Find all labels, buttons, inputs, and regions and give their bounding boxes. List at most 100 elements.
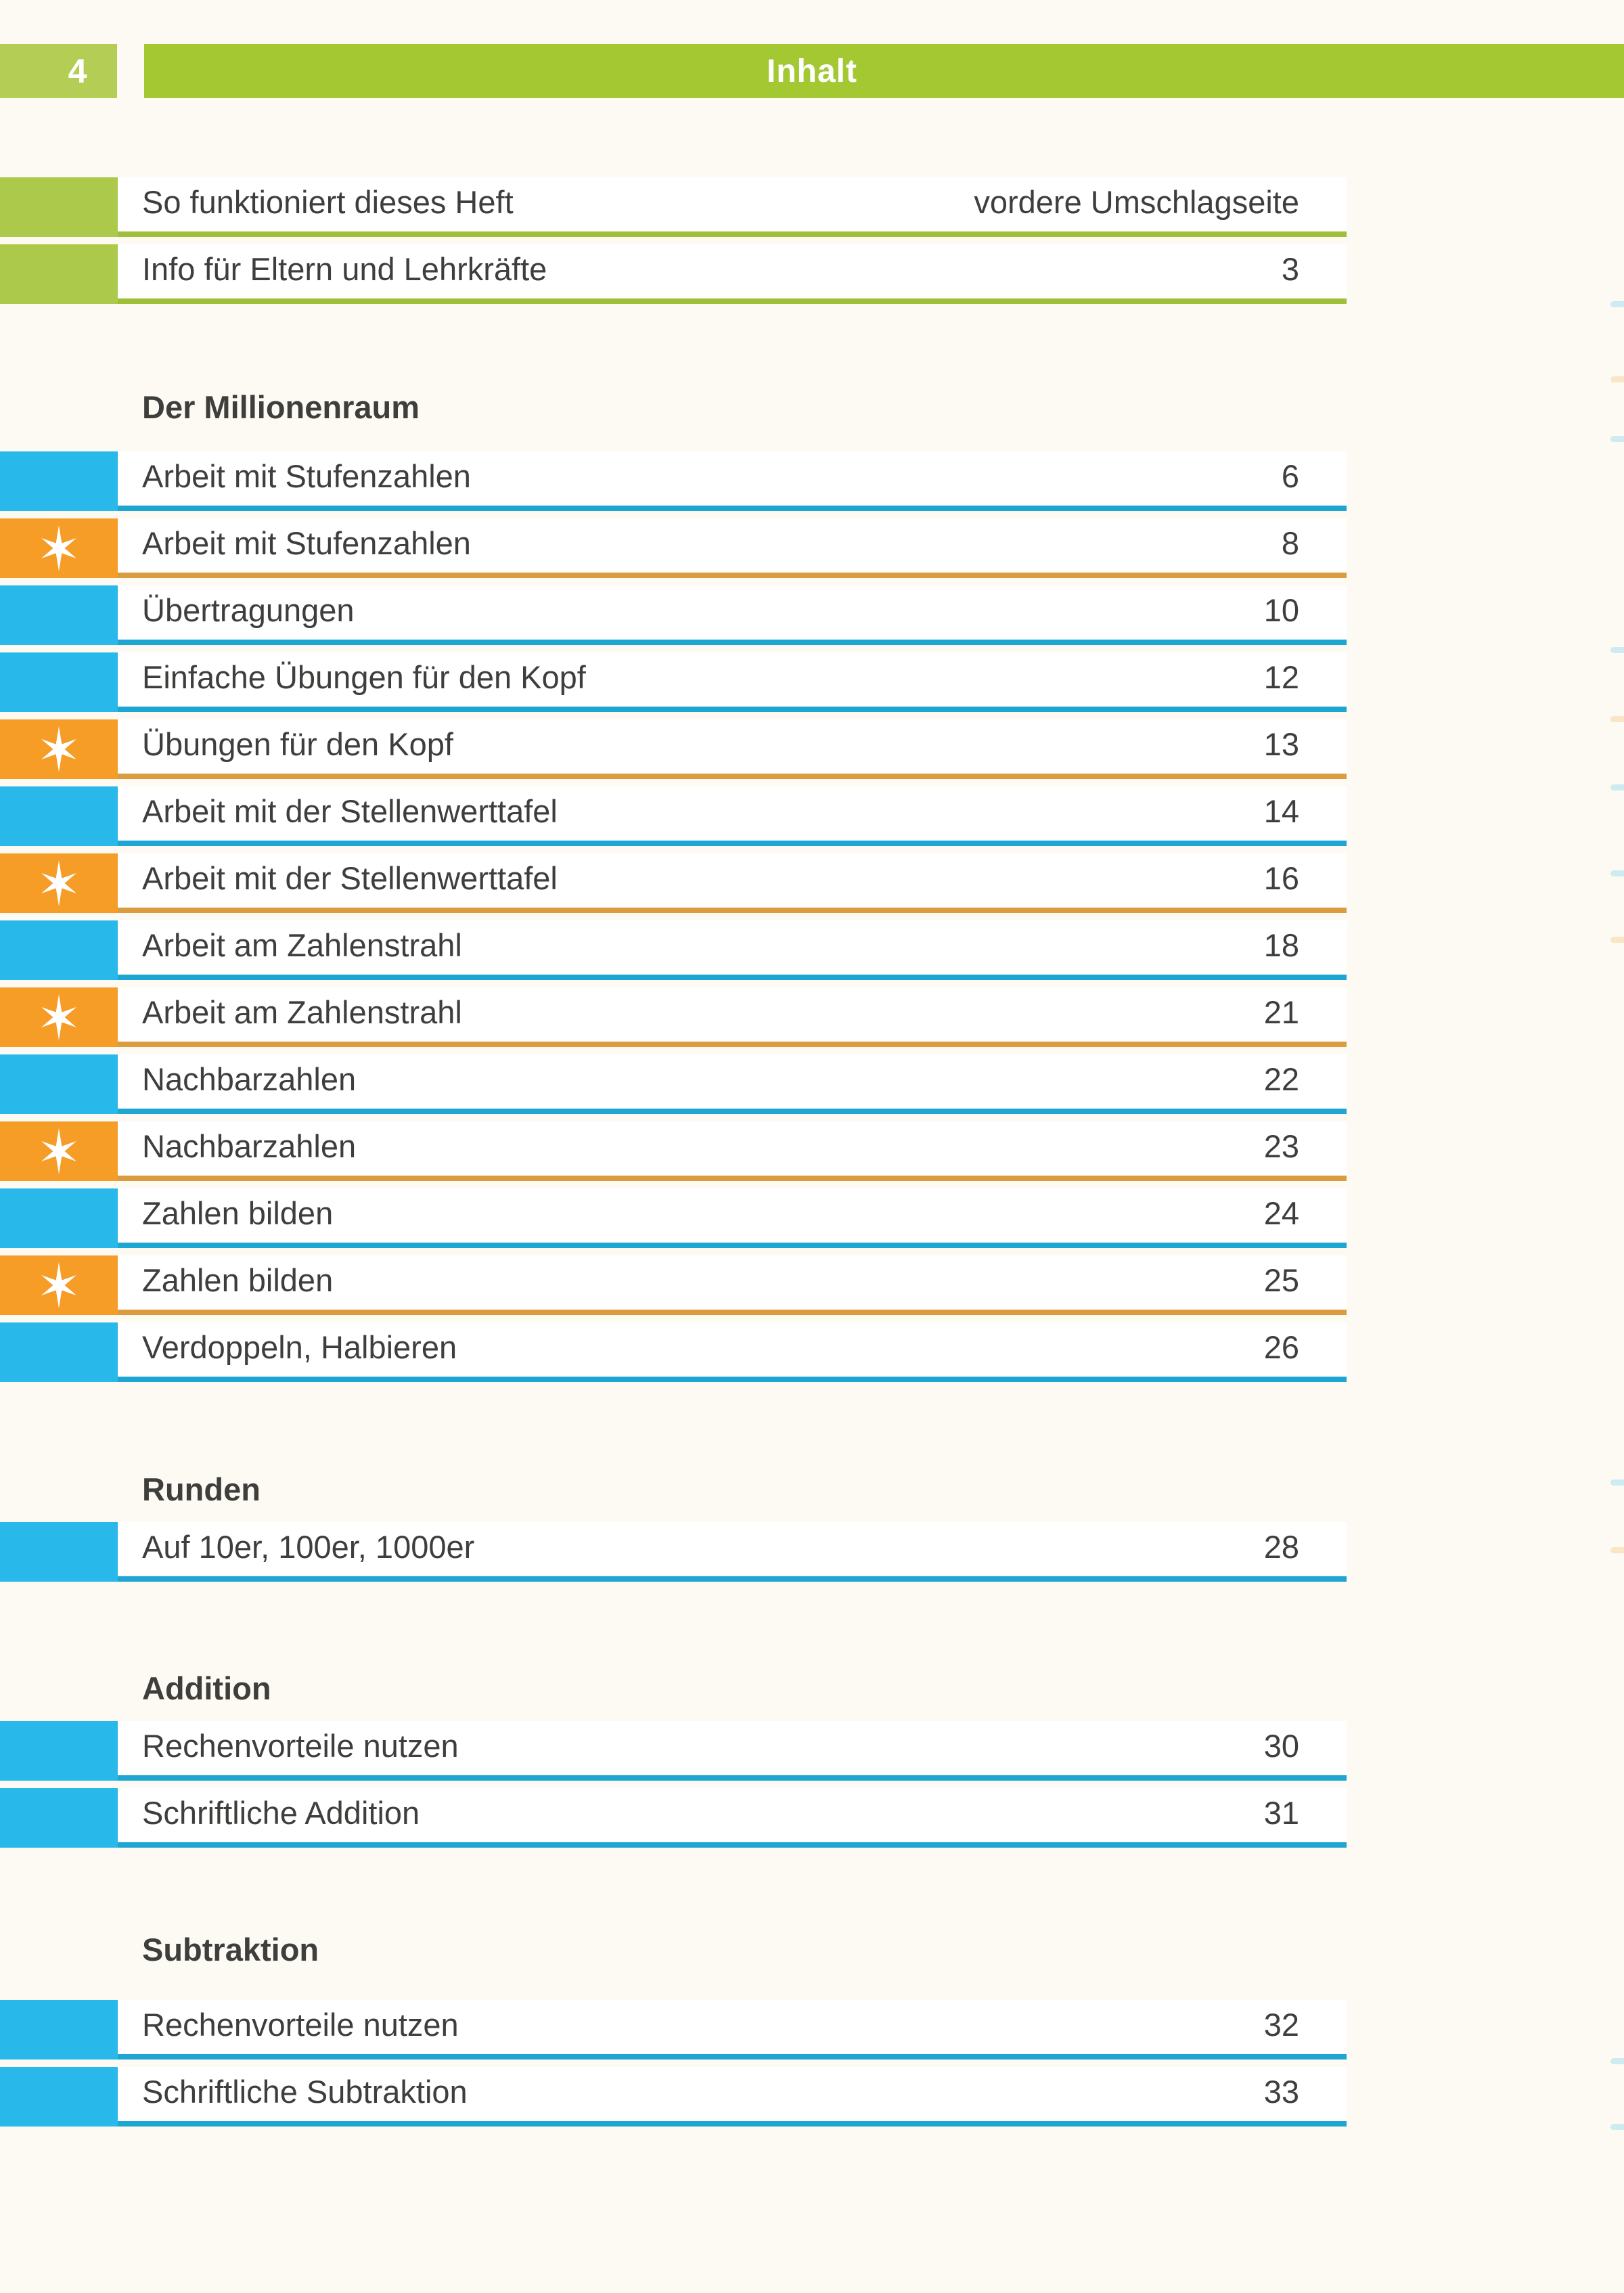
toc-row: Nachbarzahlen 22 bbox=[0, 1047, 1347, 1114]
row-color-block bbox=[0, 1721, 118, 1781]
star-icon bbox=[41, 726, 76, 772]
star-icon bbox=[41, 1262, 76, 1308]
toc-section-rows-runden: Auf 10er, 100er, 1000er 28 bbox=[0, 1515, 1347, 1582]
row-title: Zahlen bilden bbox=[142, 1262, 334, 1298]
toc-row: Rechenvorteile nutzen 30 bbox=[0, 1714, 1347, 1781]
row-title: Schriftliche Addition bbox=[142, 1795, 420, 1831]
row-underline bbox=[0, 774, 1347, 779]
row-color-block bbox=[0, 652, 118, 712]
toc-row: Schriftliche Addition 31 bbox=[0, 1781, 1347, 1848]
row-page-ref: 3 bbox=[1281, 251, 1299, 287]
row-underline bbox=[0, 841, 1347, 846]
toc-section-rows-addition: Rechenvorteile nutzen 30 Schriftliche Addi… bbox=[0, 1714, 1347, 1848]
row-background-band bbox=[118, 244, 1347, 298]
row-page-ref: 28 bbox=[1263, 1529, 1299, 1565]
edge-mark bbox=[1610, 2124, 1624, 2130]
row-underline bbox=[0, 707, 1347, 712]
edge-mark bbox=[1610, 1547, 1624, 1553]
row-background-band bbox=[118, 1054, 1347, 1109]
row-background-band bbox=[118, 920, 1347, 975]
toc-row: Arbeit mit Stufenzahlen 6 bbox=[0, 444, 1347, 511]
toc-row: Info für Eltern und Lehrkräfte 3 bbox=[0, 237, 1347, 304]
row-title: Übertragungen bbox=[142, 592, 355, 628]
row-background-band bbox=[118, 987, 1347, 1042]
row-page-ref: 32 bbox=[1263, 2007, 1299, 2043]
row-underline bbox=[0, 506, 1347, 511]
row-title: Arbeit mit Stufenzahlen bbox=[142, 458, 471, 494]
row-underline bbox=[0, 640, 1347, 645]
row-color-block bbox=[0, 1322, 118, 1382]
edge-mark bbox=[1610, 376, 1624, 382]
row-title: Schriftliche Subtraktion bbox=[142, 2074, 468, 2110]
page-number: 4 bbox=[68, 52, 87, 90]
row-color-block bbox=[0, 1522, 118, 1582]
section-heading-addition: Addition bbox=[142, 1670, 271, 1706]
toc-row: Arbeit mit der Stellenwerttafel 16 bbox=[0, 846, 1347, 913]
row-title: Arbeit mit Stufenzahlen bbox=[142, 525, 471, 561]
toc-row: Einfache Übungen für den Kopf 12 bbox=[0, 645, 1347, 712]
edge-mark bbox=[1610, 870, 1624, 876]
toc-row: Nachbarzahlen 23 bbox=[0, 1114, 1347, 1181]
row-underline bbox=[0, 1842, 1347, 1848]
row-color-block bbox=[0, 451, 118, 511]
row-background-band bbox=[118, 585, 1347, 640]
row-background-band bbox=[118, 1522, 1347, 1576]
row-page-ref: 10 bbox=[1263, 592, 1299, 628]
section-heading-runden: Runden bbox=[142, 1471, 261, 1507]
row-underline bbox=[0, 1176, 1347, 1181]
row-underline bbox=[0, 1775, 1347, 1781]
row-underline bbox=[0, 1042, 1347, 1047]
row-title: Nachbarzahlen bbox=[142, 1061, 357, 1097]
row-page-ref: vordere Umschlagseite bbox=[974, 184, 1299, 220]
header-bar bbox=[144, 44, 1624, 98]
edge-mark bbox=[1610, 937, 1624, 943]
edge-mark bbox=[1610, 301, 1624, 307]
row-color-block bbox=[0, 177, 118, 237]
row-background-band bbox=[118, 1788, 1347, 1842]
row-page-ref: 18 bbox=[1263, 927, 1299, 963]
row-page-ref: 6 bbox=[1281, 458, 1299, 494]
row-page-ref: 24 bbox=[1263, 1195, 1299, 1231]
row-color-block bbox=[0, 719, 118, 779]
toc-row: Zahlen bilden 25 bbox=[0, 1248, 1347, 1315]
page-title: Inhalt bbox=[767, 53, 857, 89]
row-color-block bbox=[0, 244, 118, 304]
row-page-ref: 8 bbox=[1281, 525, 1299, 561]
row-title: Arbeit mit der Stellenwerttafel bbox=[142, 793, 558, 829]
edge-mark bbox=[1610, 436, 1624, 442]
edge-mark bbox=[1610, 784, 1624, 791]
toc-row: Arbeit mit Stufenzahlen 8 bbox=[0, 511, 1347, 578]
row-background-band bbox=[118, 853, 1347, 908]
edge-mark bbox=[1610, 647, 1624, 653]
toc-row: Arbeit am Zahlenstrahl 18 bbox=[0, 913, 1347, 980]
row-page-ref: 23 bbox=[1263, 1128, 1299, 1164]
row-title: Arbeit am Zahlenstrahl bbox=[142, 927, 462, 963]
row-title: Einfache Übungen für den Kopf bbox=[142, 659, 586, 695]
toc-row: Schriftliche Subtraktion 33 bbox=[0, 2060, 1347, 2127]
toc-row: Übertragungen 10 bbox=[0, 578, 1347, 645]
row-color-block bbox=[0, 585, 118, 645]
row-page-ref: 30 bbox=[1263, 1728, 1299, 1764]
row-underline bbox=[0, 1377, 1347, 1382]
row-title: Rechenvorteile nutzen bbox=[142, 1728, 459, 1764]
row-title: Zahlen bilden bbox=[142, 1195, 334, 1231]
row-underline bbox=[0, 975, 1347, 980]
toc-row: Rechenvorteile nutzen 32 bbox=[0, 1993, 1347, 2060]
row-background-band bbox=[118, 177, 1347, 231]
row-title: Rechenvorteile nutzen bbox=[142, 2007, 459, 2043]
row-underline bbox=[0, 231, 1347, 237]
row-background-band bbox=[118, 1188, 1347, 1243]
row-underline bbox=[0, 573, 1347, 578]
row-color-block bbox=[0, 1121, 118, 1181]
row-color-block bbox=[0, 2067, 118, 2127]
toc-section-rows-millionenraum: Arbeit mit Stufenzahlen 6 Arbeit mit Stufe… bbox=[0, 444, 1347, 1382]
row-background-band bbox=[118, 786, 1347, 841]
row-background-band bbox=[118, 1255, 1347, 1310]
row-page-ref: 26 bbox=[1263, 1329, 1299, 1365]
toc-row: Arbeit am Zahlenstrahl 21 bbox=[0, 980, 1347, 1047]
row-color-block bbox=[0, 518, 118, 578]
row-background-band bbox=[118, 451, 1347, 506]
row-background-band bbox=[118, 2000, 1347, 2054]
row-page-ref: 12 bbox=[1263, 659, 1299, 695]
